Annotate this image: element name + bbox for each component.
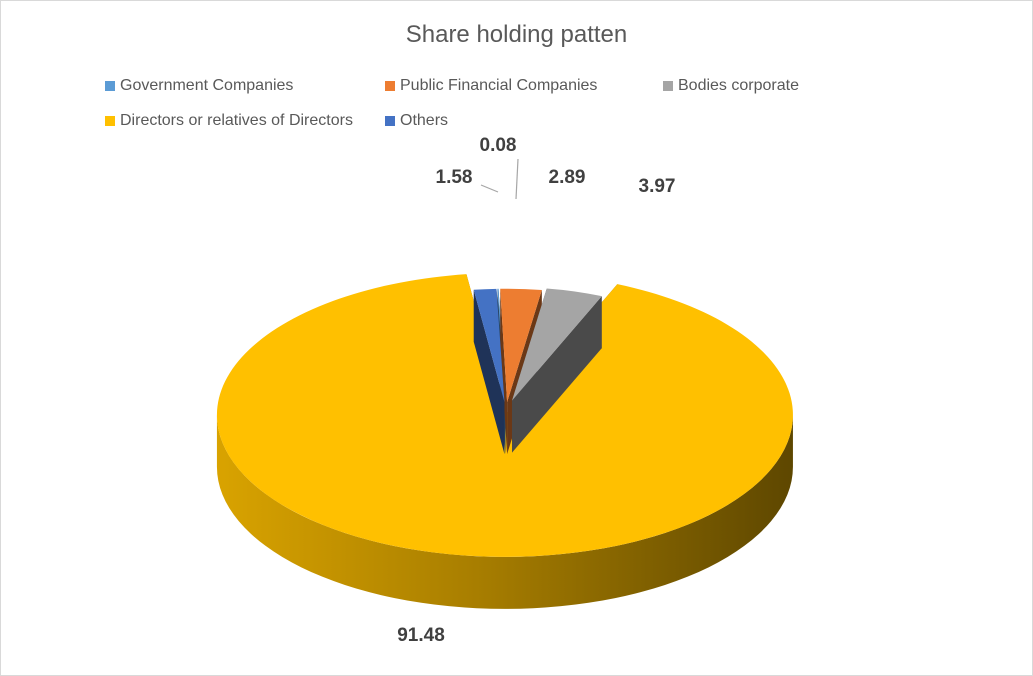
legend-swatch — [663, 81, 673, 91]
data-label: 3.97 — [639, 176, 676, 197]
slice-rim — [216, 414, 793, 609]
slice-top — [473, 288, 505, 403]
slice-cut-face — [473, 289, 505, 455]
legend-item-others: Others — [385, 112, 448, 130]
data-label: 0.08 — [480, 135, 517, 156]
legend-swatch — [105, 81, 115, 91]
legend-item-public-financial-companies: Public Financial Companies — [385, 77, 597, 95]
slice-top — [512, 288, 602, 401]
pie-slice — [473, 288, 505, 455]
legend-label: Public Financial Companies — [400, 77, 598, 94]
data-label: 2.89 — [549, 167, 586, 188]
legend-label: Government Companies — [120, 77, 294, 94]
leader-line — [480, 184, 499, 193]
slice-cut-face — [512, 296, 602, 453]
legend-swatch — [385, 116, 395, 126]
slice-cut-face — [500, 288, 508, 455]
legend-label: Directors or relatives of Directors — [120, 112, 353, 129]
pie-slice — [512, 288, 602, 453]
leader-line — [515, 158, 519, 200]
legend-swatch — [385, 81, 395, 91]
legend-swatch — [105, 116, 115, 126]
slice-top — [500, 288, 542, 403]
legend-label: Others — [400, 112, 449, 129]
data-label: 91.48 — [397, 625, 445, 646]
legend-item-directors: Directors or relatives of Directors — [105, 112, 353, 130]
legend-item-bodies-corporate: Bodies corporate — [663, 77, 799, 95]
chart-title: Share holding patten — [405, 21, 628, 48]
legend-label: Bodies corporate — [678, 77, 799, 94]
legend-item-government-companies: Government Companies — [105, 77, 293, 95]
pie-slices — [216, 274, 793, 609]
data-label: 1.58 — [436, 167, 473, 188]
